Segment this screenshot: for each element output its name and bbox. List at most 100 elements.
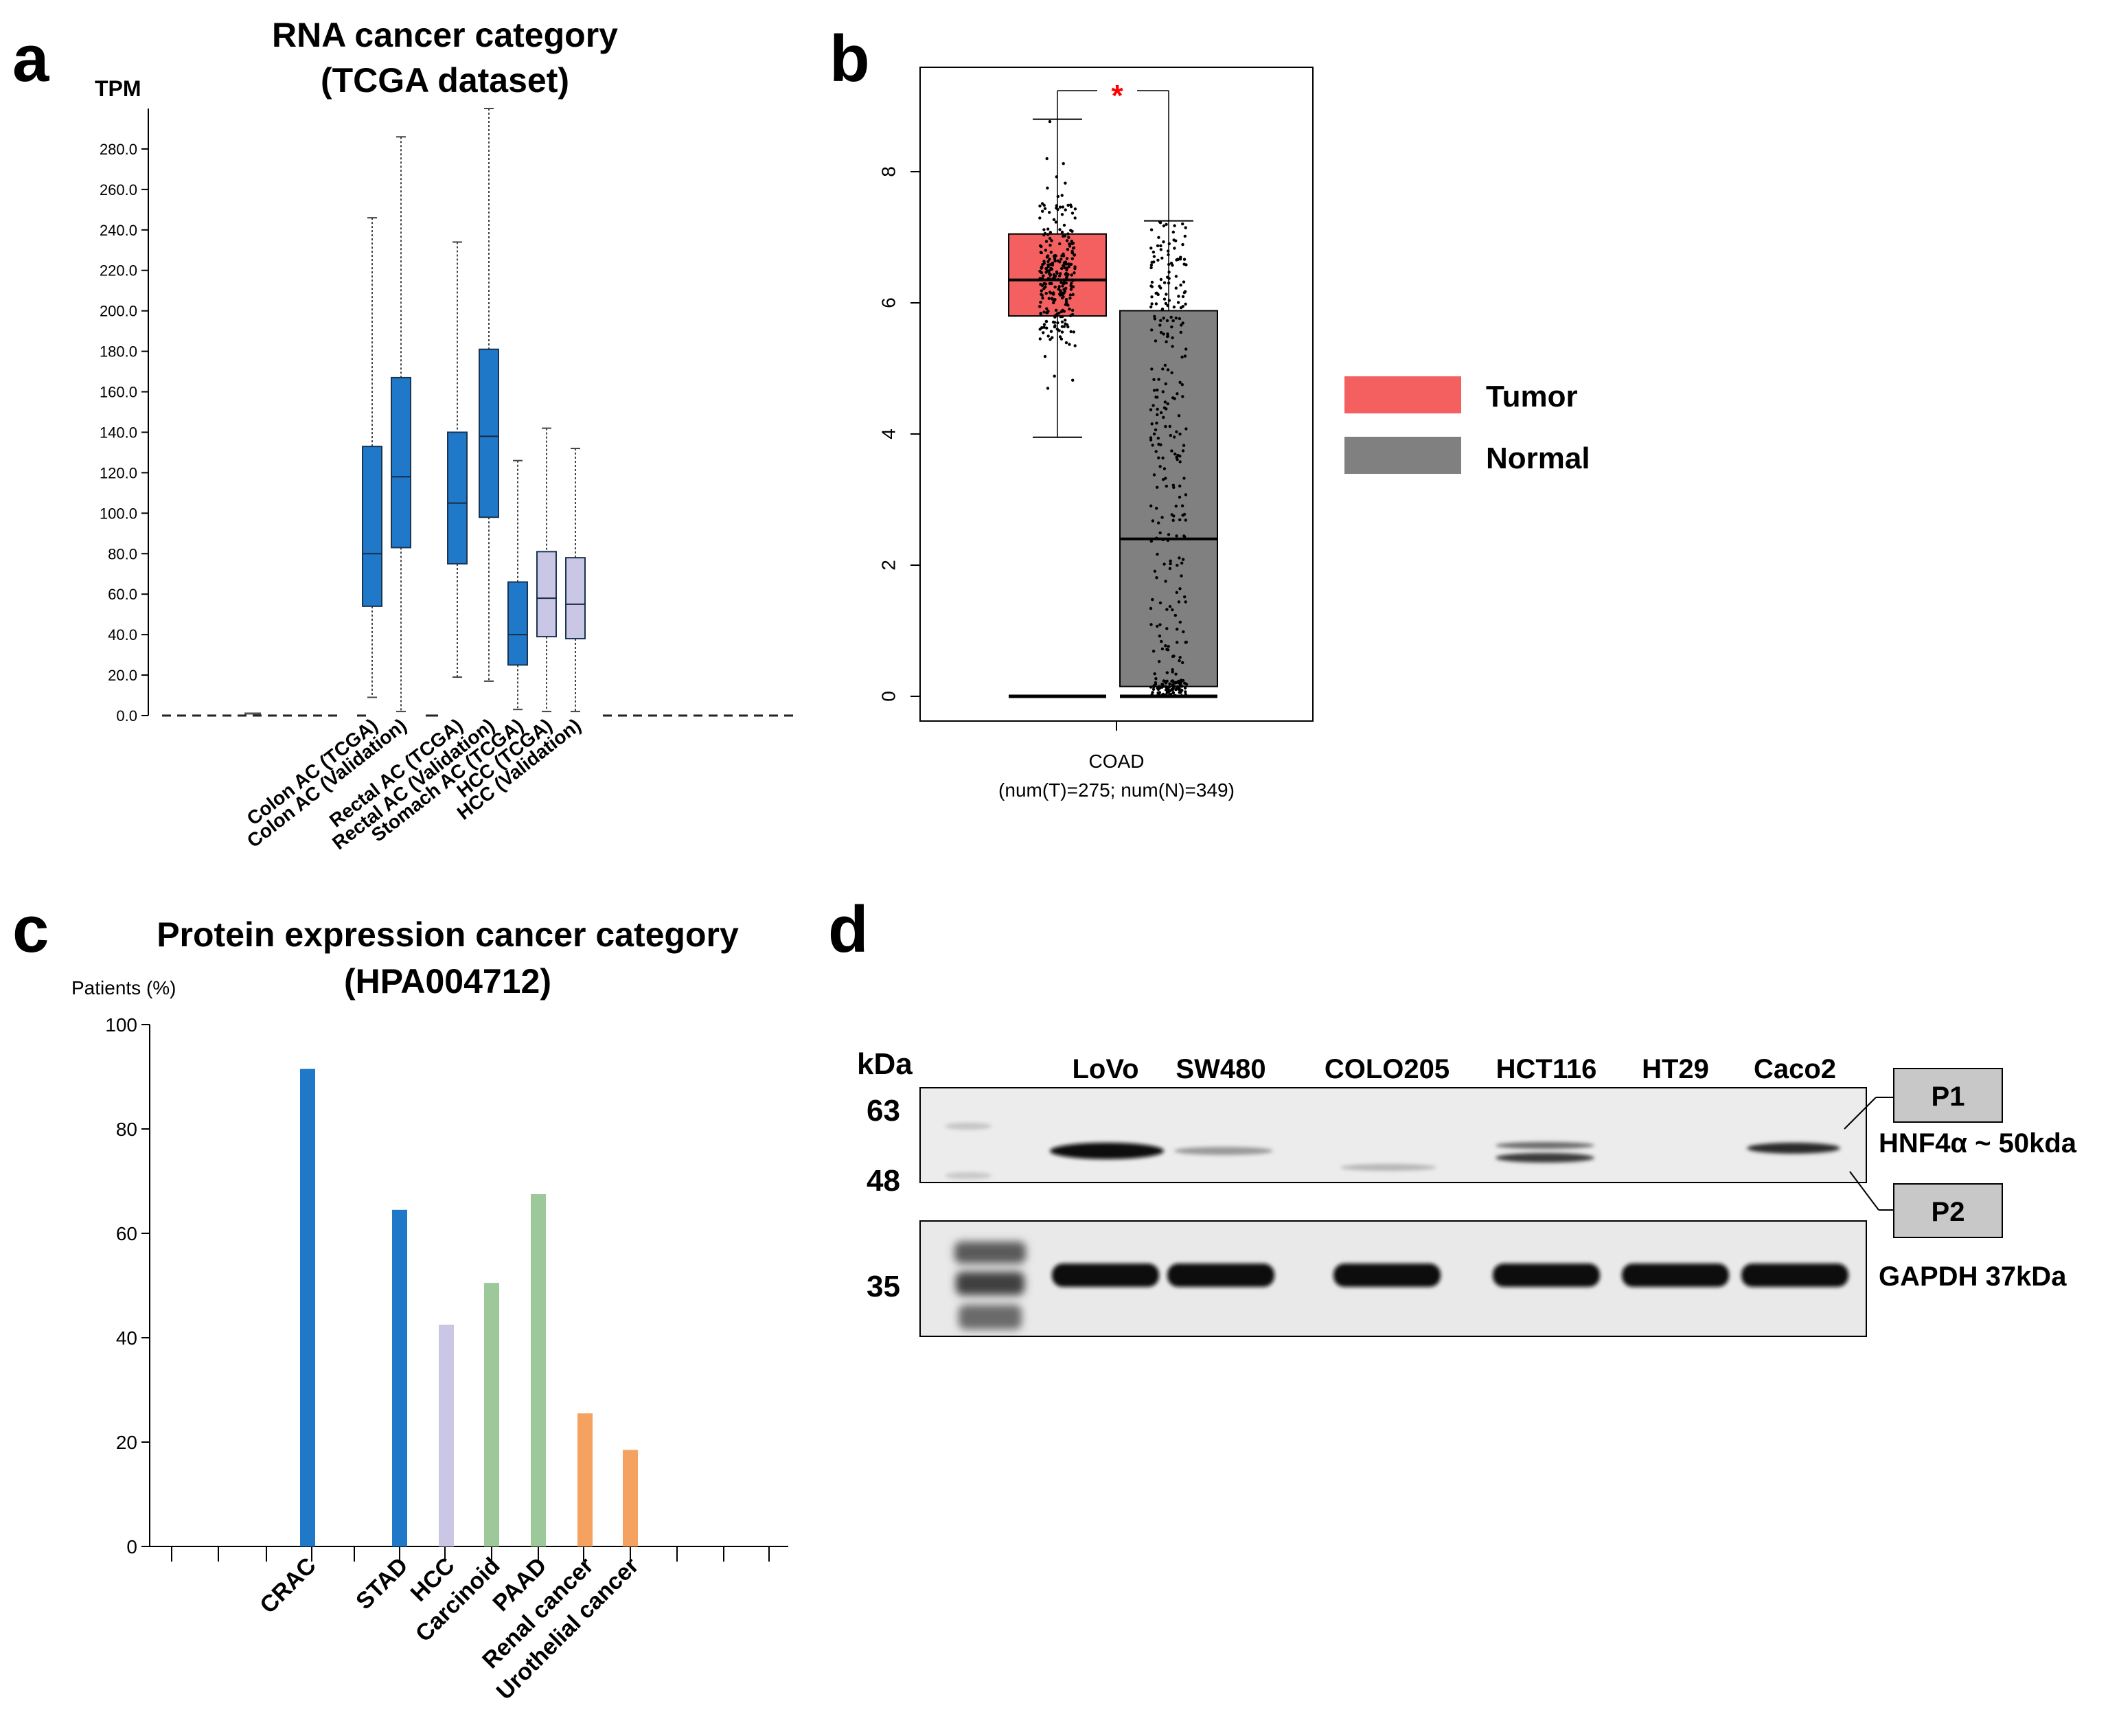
data-point [1154,677,1158,681]
data-point [1059,272,1062,275]
data-point [1166,275,1169,279]
data-point [1160,639,1163,643]
data-point [1040,266,1043,270]
chart-a-yticks: 0.0 20.0 40.0 60.0 80.0 100.0 120.0 140.0 160.0 1… [100,141,148,724]
data-point [1069,205,1073,209]
data-point [1060,320,1064,323]
data-point [1153,315,1156,318]
data-point [1175,430,1178,433]
data-point [1066,232,1070,236]
data-point [1052,301,1055,305]
data-point [1151,444,1154,447]
data-point [1158,660,1161,663]
blot-lane-labels: LoVo SW480 COLO205 HCT116 HT29 Caco2 [1072,1054,1836,1084]
data-point [1155,536,1158,540]
data-point [1154,302,1158,306]
data-point [1180,574,1183,578]
data-point [1050,267,1054,271]
data-point [1153,317,1157,321]
data-point [1183,354,1187,358]
data-point [1180,694,1184,698]
data-point [1184,347,1188,351]
data-point [1157,456,1160,459]
data-point [1157,692,1161,695]
y-tick-label: 140.0 [100,424,137,441]
data-point [1064,298,1068,301]
data-point [1174,672,1178,676]
data-point [1038,204,1042,208]
p2-pointer [1849,1171,1879,1211]
data-point [1058,228,1062,231]
y-tick-label: 0 [878,691,899,702]
data-point [1183,535,1187,538]
data-point [1182,512,1187,516]
data-point [1160,307,1165,311]
data-point [1058,205,1062,209]
data-point [1174,504,1178,508]
data-point [1173,247,1176,250]
data-point [1182,477,1186,480]
blot-hnf4a-bands [1050,1142,1840,1171]
data-point [1158,220,1162,224]
data-point [1053,257,1057,260]
data-point [1161,456,1165,460]
series-tumor [1008,118,1107,698]
blot-band [1333,1264,1441,1287]
box-iqr [565,557,586,640]
marker-35: 35 [867,1270,900,1303]
data-point [1182,262,1186,266]
chart-b-legend: Tumor Normal [1344,376,1590,475]
box-7 [565,448,586,713]
data-point [1149,540,1154,543]
data-point [1044,292,1048,295]
data-point [1150,260,1154,264]
data-point [1156,436,1160,440]
data-point [1069,288,1073,291]
data-point [1180,561,1184,565]
data-point [1170,513,1173,516]
data-point [1042,282,1046,285]
data-point [1169,694,1173,698]
data-point [1158,685,1162,689]
data-point [1156,624,1159,628]
data-point [1171,319,1175,323]
data-point [1157,442,1160,446]
data-point [1181,222,1184,226]
data-point [1174,286,1178,290]
data-point [1066,304,1070,307]
data-point [1062,162,1065,165]
data-point [1152,687,1156,691]
data-point [1160,516,1164,519]
data-point [1162,240,1165,244]
data-point [1174,239,1178,242]
data-point [1057,285,1061,288]
data-point [1060,194,1064,197]
data-point [1048,211,1051,214]
data-point [1043,207,1047,210]
p1-box [1893,1068,2003,1123]
data-point [1040,293,1044,297]
data-point [1059,281,1063,284]
data-point [1166,648,1170,652]
data-point [1178,620,1182,624]
data-point [1038,337,1042,341]
data-point [1154,450,1158,453]
data-point [1165,222,1168,226]
data-point [1162,317,1165,320]
data-point [1073,253,1077,257]
p1-callout: P1 [1844,1068,2003,1130]
data-point [1064,271,1068,275]
blot-band [1622,1264,1729,1287]
data-point [1177,681,1180,685]
data-point [1180,685,1184,688]
data-point [1178,317,1182,321]
data-point [1149,685,1153,689]
data-point [1184,600,1187,604]
data-point [1060,230,1064,234]
chart-a-title-line2: (TCGA dataset) [321,61,569,100]
data-point [1164,382,1168,386]
data-point [1178,518,1182,522]
data-point [1064,341,1068,345]
data-point [1053,277,1057,281]
data-point [1040,244,1043,249]
